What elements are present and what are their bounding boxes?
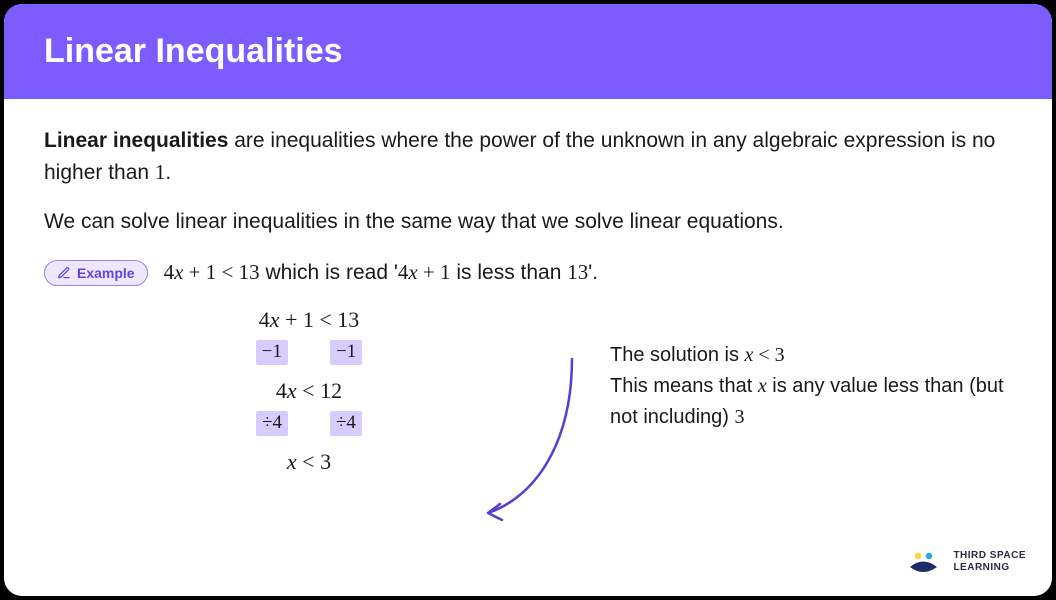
step-3: x < 3	[164, 450, 454, 474]
work-area: 4x + 1 < 13 −1 −1 4x < 12 ÷4 ÷4 x < 3	[44, 308, 1012, 518]
brand-line-1: THIRD SPACE	[953, 550, 1026, 562]
header-banner: Linear Inequalities	[4, 4, 1052, 99]
exp-l2var: x	[758, 375, 767, 397]
example-expr: 4x + 1 < 13	[164, 260, 260, 284]
example-num: 13	[567, 260, 588, 284]
intro-strong: Linear inequalities	[44, 129, 228, 152]
step-2: 4x < 12	[164, 379, 454, 403]
explain-line-2: This means that x is any value less than…	[610, 371, 1010, 433]
op-minus-1a: −1	[256, 340, 288, 365]
op-row-1: −1 −1	[164, 340, 454, 365]
step-1: 4x + 1 < 13	[164, 308, 454, 332]
intro-paragraph: Linear inequalities are inequalities whe…	[44, 125, 1012, 188]
solve-steps: 4x + 1 < 13 −1 −1 4x < 12 ÷4 ÷4 x < 3	[164, 308, 454, 482]
op-div-4a: ÷4	[256, 411, 288, 436]
content-area: Linear inequalities are inequalities whe…	[4, 99, 1052, 538]
pencil-icon	[57, 266, 71, 280]
arrow-container	[472, 338, 592, 518]
brand-line-2: LEARNING	[953, 562, 1026, 574]
example-tail: '.	[588, 261, 598, 284]
brand-text: THIRD SPACE LEARNING	[953, 550, 1026, 574]
example-text: 4x + 1 < 13 which is read '4x + 1 is les…	[164, 260, 599, 285]
op-div-4b: ÷4	[330, 411, 362, 436]
exp-l1a: The solution is	[610, 344, 745, 366]
exp-l2a: This means that	[610, 375, 758, 397]
example-mid: which is read '	[260, 261, 398, 284]
lesson-card: Linear Inequalities Linear inequalities …	[4, 4, 1052, 596]
example-badge-label: Example	[77, 265, 135, 281]
example-badge: Example	[44, 260, 148, 286]
brand-logo: THIRD SPACE LEARNING	[907, 550, 1026, 574]
exp-l2num: 3	[735, 406, 745, 428]
curved-arrow-icon	[472, 338, 592, 528]
intro-tail: .	[165, 161, 171, 184]
explain-line-1: The solution is x < 3	[610, 340, 1010, 371]
solving-paragraph: We can solve linear inequalities in the …	[44, 206, 1012, 238]
explanation: The solution is x < 3 This means that x …	[610, 340, 1010, 433]
page-title: Linear Inequalities	[44, 32, 1012, 71]
logo-mark-icon	[907, 550, 943, 574]
exp-l1b: x < 3	[745, 344, 785, 366]
op-minus-1b: −1	[330, 340, 362, 365]
example-row: Example 4x + 1 < 13 which is read '4x + …	[44, 260, 1012, 286]
intro-num: 1	[155, 160, 166, 184]
example-expr2: 4x + 1	[398, 260, 451, 284]
op-row-2: ÷4 ÷4	[164, 411, 454, 436]
example-mid2: is less than	[451, 261, 568, 284]
